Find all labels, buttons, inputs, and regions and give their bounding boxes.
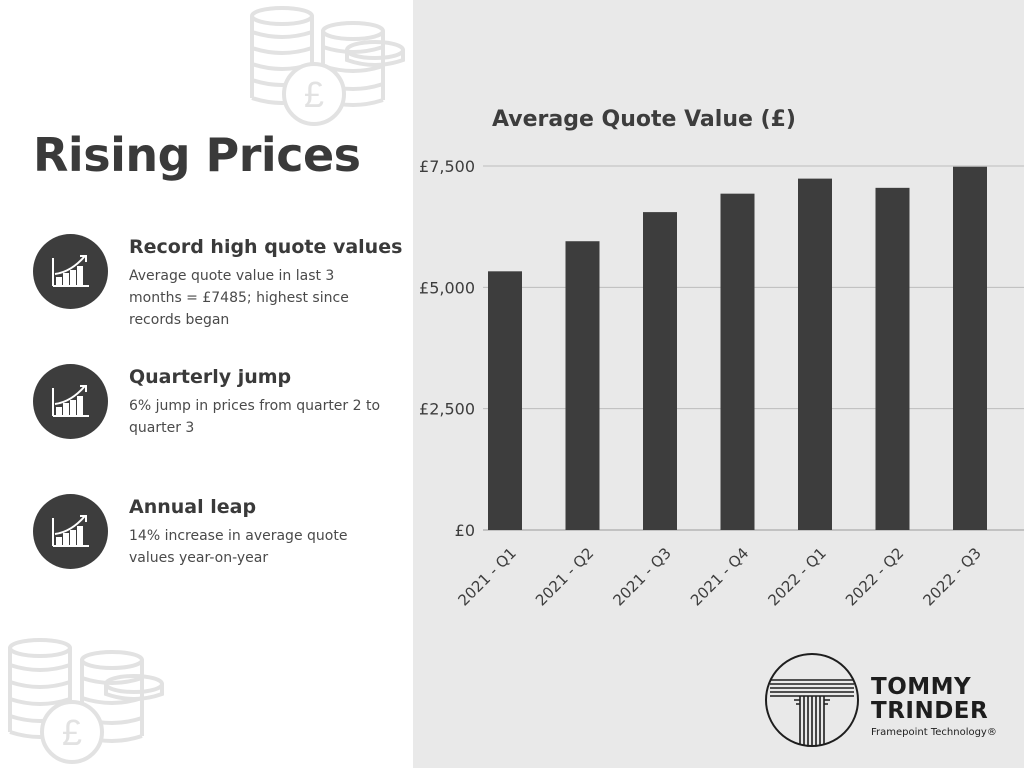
bar <box>643 212 677 530</box>
logo-mark-icon <box>765 653 859 747</box>
y-tick-label: £5,000 <box>419 278 475 297</box>
page-title: Rising Prices <box>33 128 361 182</box>
x-tick-label: 2021 - Q2 <box>532 544 597 609</box>
logo-tagline: Framepoint Technology® <box>871 727 997 738</box>
bar <box>720 193 755 530</box>
coin-stack-icon: £ <box>250 6 405 126</box>
stat-title: Record high quote values <box>129 236 403 258</box>
bar <box>798 178 832 531</box>
x-tick-label: 2022 - Q2 <box>842 544 907 609</box>
logo-line1: TOMMY <box>871 674 972 700</box>
stat-text: 6% jump in prices from quarter 2 to quar… <box>129 398 381 436</box>
bar <box>953 166 987 530</box>
svg-text:£: £ <box>62 712 82 753</box>
stat-text: Average quote value in last 3 months = £… <box>129 268 349 328</box>
y-tick-label: £0 <box>455 521 475 540</box>
brand-logo: TOMMY TRINDER Framepoint Technology® <box>764 652 1014 752</box>
left-panel: £ Rising Prices Record high quote values… <box>0 0 413 768</box>
x-tick-label: 2021 - Q1 <box>454 544 519 609</box>
stat-text: 14% increase in average quote values yea… <box>129 528 348 566</box>
bar <box>565 241 600 530</box>
chart-title: Average Quote Value (£) <box>492 107 796 132</box>
growth-chart-icon <box>33 494 108 569</box>
x-tick-label: 2021 - Q4 <box>687 544 752 609</box>
bar <box>875 187 910 530</box>
stat-title: Annual leap <box>129 496 257 518</box>
x-tick-label: 2021 - Q3 <box>609 544 674 609</box>
coin-stack-icon: £ <box>8 638 164 764</box>
logo-line2: TRINDER <box>871 698 989 724</box>
growth-chart-icon <box>33 364 108 439</box>
bar <box>488 271 522 530</box>
growth-chart-icon <box>33 234 108 309</box>
svg-text:£: £ <box>304 74 324 115</box>
y-tick-label: £2,500 <box>419 400 475 419</box>
y-tick-label: £7,500 <box>419 157 475 176</box>
x-tick-label: 2022 - Q3 <box>919 544 984 609</box>
stat-title: Quarterly jump <box>129 366 292 388</box>
x-tick-label: 2022 - Q1 <box>764 544 829 609</box>
